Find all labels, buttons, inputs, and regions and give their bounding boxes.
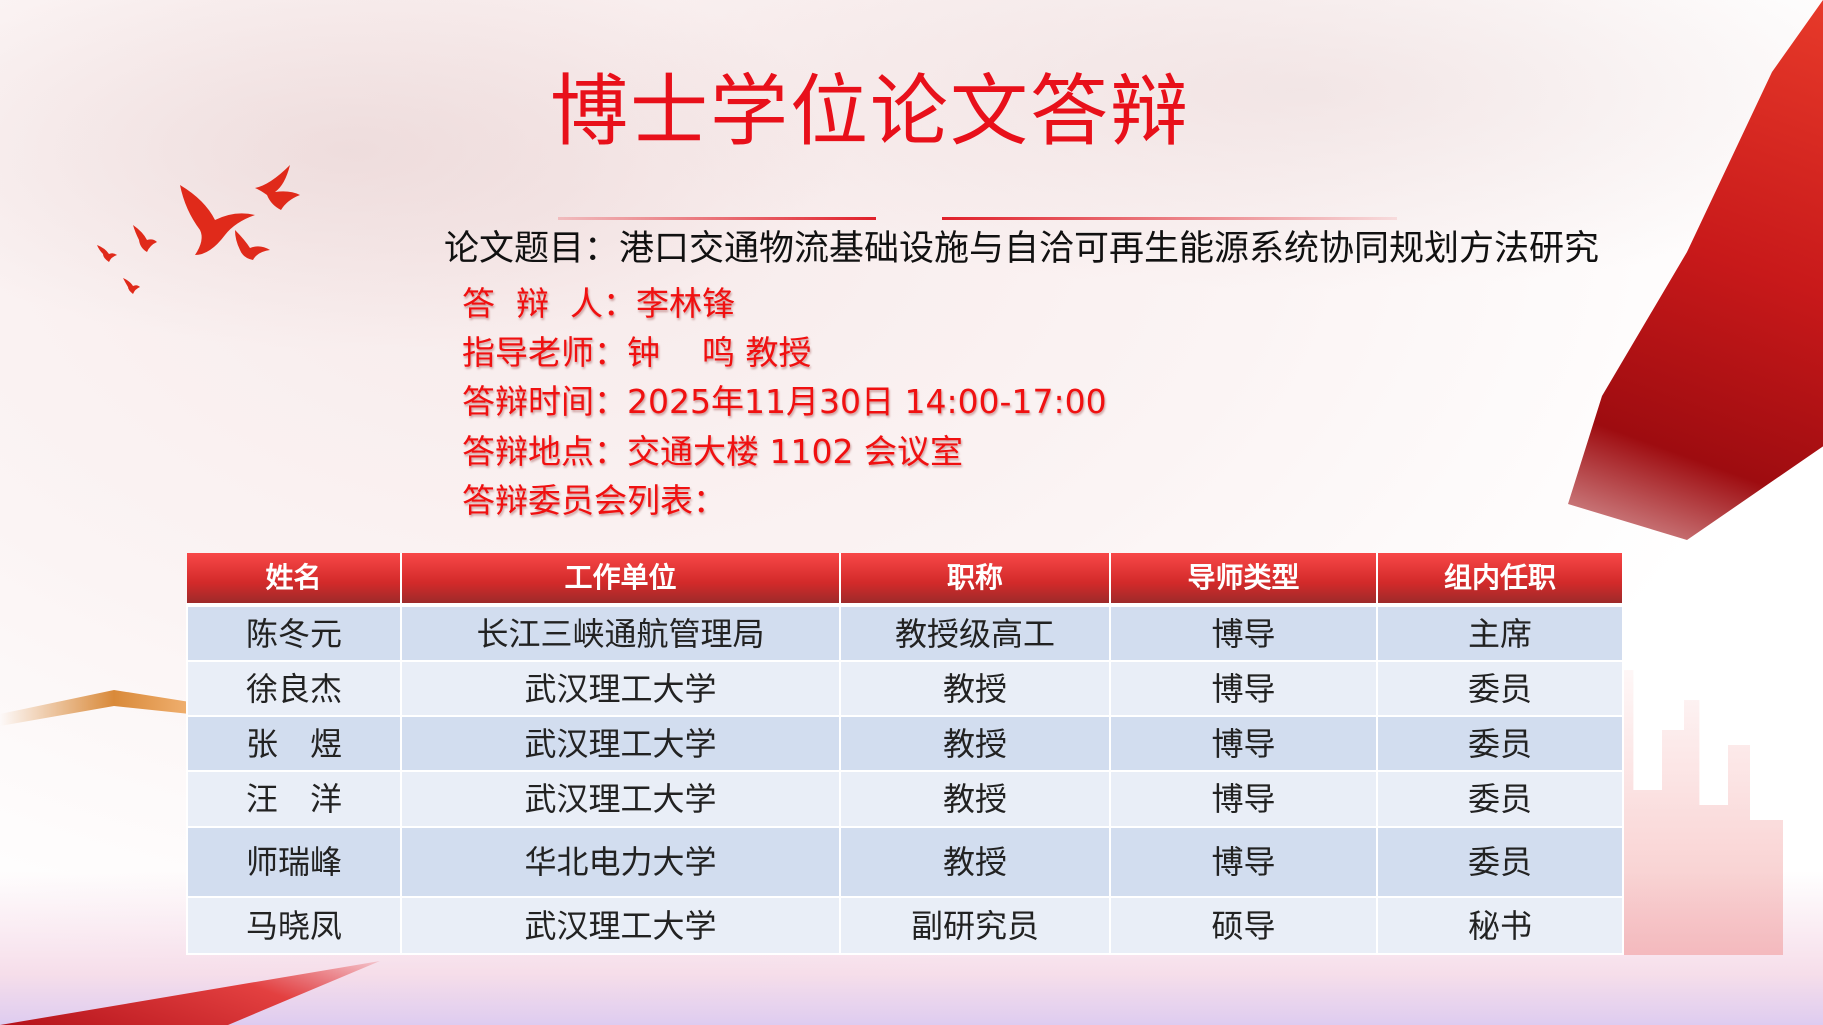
dove-icon	[180, 185, 255, 255]
cell-role: 委员	[1376, 715, 1624, 772]
cell-title: 教授	[839, 715, 1111, 772]
dove-icon	[133, 225, 157, 252]
cell-advisor-type: 博导	[1109, 826, 1378, 898]
dove-icon	[123, 278, 140, 294]
table-header: 姓名 工作单位 职称 导师类型 组内任职	[187, 553, 1624, 607]
cell-unit: 武汉理工大学	[400, 770, 841, 828]
thesis-title: 论文题目：港口交通物流基础设施与自洽可再生能源系统协同规划方法研究	[444, 229, 1600, 269]
cell-title: 教授	[839, 826, 1111, 898]
cell-role: 委员	[1376, 826, 1624, 898]
cell-role: 委员	[1376, 770, 1624, 828]
cell-title: 副研究员	[839, 896, 1111, 955]
table-row: 张 煜武汉理工大学 教授 博导 委员	[186, 715, 1624, 772]
header-advisor-type: 导师类型	[1110, 553, 1378, 607]
cell-title: 教授级高工	[839, 604, 1111, 662]
page-title: 博士学位论文答辩	[550, 67, 1191, 157]
defense-location: 答辩地点：交通大楼 1102 会议室	[462, 432, 963, 471]
cell-role: 秘书	[1376, 896, 1624, 955]
dove-icon	[235, 230, 270, 260]
cell-unit: 武汉理工大学	[400, 896, 841, 955]
table-row: 师瑞峰 华北电力大学 教授 博导 委员	[186, 826, 1624, 898]
table-row: 徐良杰 武汉理工大学 教授 博导 委员	[186, 660, 1624, 717]
divider	[942, 217, 1397, 220]
cell-name: 张 煜	[186, 715, 402, 772]
defense-time: 答辩时间：2025年11月30日 14:00-17:00	[462, 382, 1107, 421]
dove-icon	[255, 165, 300, 210]
divider	[558, 217, 876, 220]
table-row: 马晓凤 武汉理工大学 副研究员 硕导 秘书	[186, 896, 1624, 955]
header-unit: 工作单位	[401, 553, 841, 607]
committee-label: 答辩委员会列表：	[462, 481, 726, 520]
cell-role: 主席	[1376, 604, 1624, 662]
header-role: 组内任职	[1377, 553, 1624, 607]
cell-title: 教授	[839, 660, 1111, 717]
dove-icon	[97, 245, 117, 262]
doves-decoration	[97, 165, 300, 294]
cell-unit: 长江三峡通航管理局	[400, 604, 841, 662]
cell-title: 教授	[839, 770, 1111, 828]
table-row: 陈冬元 长江三峡通航管理局 教授级高工 博导 主席	[186, 604, 1624, 662]
cell-name: 陈冬元	[186, 604, 402, 662]
table-row: 汪 洋武汉理工大学 教授 博导 委员	[186, 770, 1624, 828]
cell-name: 马晓凤	[186, 896, 402, 955]
cell-advisor-type: 博导	[1109, 715, 1378, 772]
header-name: 姓名	[187, 553, 402, 607]
cell-name: 徐良杰	[186, 660, 402, 717]
cell-name: 汪 洋	[186, 770, 402, 828]
cell-name: 师瑞峰	[186, 826, 402, 898]
header-title: 职称	[840, 553, 1111, 607]
cell-unit: 武汉理工大学	[400, 660, 841, 717]
cell-unit: 华北电力大学	[400, 826, 841, 898]
cell-advisor-type: 硕导	[1109, 896, 1378, 955]
cell-advisor-type: 博导	[1109, 770, 1378, 828]
defender: 答 辩 人：李林锋	[462, 284, 735, 323]
cell-role: 委员	[1376, 660, 1624, 717]
cell-unit: 武汉理工大学	[400, 715, 841, 772]
advisor: 指导老师：钟 鸣 教授	[462, 333, 812, 372]
cell-advisor-type: 博导	[1109, 604, 1378, 662]
committee-table: 姓名 工作单位 职称 导师类型 组内任职 陈冬元 长江三峡通航管理局 教授级高工 博导…	[186, 553, 1624, 955]
cell-advisor-type: 博导	[1109, 660, 1378, 717]
